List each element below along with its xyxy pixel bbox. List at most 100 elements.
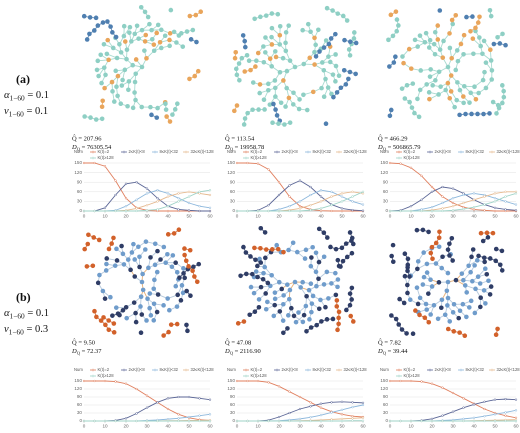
data-point	[208, 209, 212, 213]
data-point	[309, 405, 312, 408]
graph-node	[121, 262, 127, 267]
graph-node	[307, 317, 312, 322]
data-point	[472, 416, 476, 419]
graph-node	[159, 27, 164, 33]
data-point	[124, 197, 128, 200]
graph-node	[267, 56, 273, 61]
graph-node	[310, 244, 315, 250]
graph-node	[132, 257, 138, 262]
graph-node	[441, 38, 446, 44]
graph-node	[463, 111, 468, 117]
graph-node	[161, 303, 166, 308]
graph-node	[448, 89, 454, 94]
graph-node	[179, 283, 185, 288]
q-value: Q̂ = 207.96	[72, 135, 102, 142]
legend-marker	[244, 374, 248, 378]
graph-node	[348, 313, 354, 319]
graph-node	[133, 71, 139, 77]
graph-node	[263, 13, 269, 18]
graph-node	[349, 285, 355, 291]
y-axis-label: Num	[74, 367, 83, 372]
graph-node	[445, 80, 451, 86]
graph-node	[175, 292, 181, 298]
graph-node	[258, 284, 264, 290]
graph-node	[139, 27, 145, 33]
graph-node	[261, 270, 266, 276]
graph-node	[180, 44, 186, 49]
graph-node	[334, 304, 340, 309]
graph-node	[254, 58, 259, 64]
graph-node	[136, 244, 141, 250]
graph-node	[487, 256, 493, 261]
graph-node	[464, 290, 470, 295]
data-point	[351, 419, 354, 422]
graph-node	[277, 69, 283, 75]
graph-node	[431, 41, 437, 47]
graph-node	[287, 296, 292, 302]
graph-node	[353, 71, 358, 77]
graph-node	[102, 296, 108, 301]
x-tick-label: 0	[389, 424, 392, 429]
graph-node	[145, 14, 151, 20]
data-point	[187, 201, 191, 205]
x-tick-label: 30	[144, 424, 150, 429]
value-text: = 2116.90	[233, 348, 261, 355]
graph-node	[445, 303, 450, 308]
graph-node	[468, 90, 474, 96]
graph-node	[410, 81, 416, 86]
graph-node	[138, 330, 144, 335]
graph-node	[261, 97, 267, 103]
data-point	[156, 208, 159, 211]
data-point	[319, 207, 323, 210]
graph-node	[466, 263, 471, 269]
graph-node	[436, 69, 442, 75]
graph-node	[99, 80, 104, 86]
graph-node	[404, 331, 409, 336]
graph-node	[386, 37, 391, 43]
data-point	[430, 382, 434, 385]
graph-node	[422, 40, 428, 45]
graph-node	[165, 232, 171, 237]
graph-node	[500, 83, 505, 88]
graph-node	[435, 37, 441, 42]
graph-node	[490, 230, 496, 236]
data-point	[145, 394, 149, 397]
y-tick-label: 120	[380, 386, 388, 391]
graph-node	[314, 322, 319, 328]
graph-node	[283, 48, 289, 54]
graph-node	[415, 259, 421, 264]
graph-node	[482, 259, 487, 265]
graph-node	[339, 245, 345, 251]
graph-node	[335, 11, 341, 16]
data-point	[351, 415, 354, 418]
graph-node	[280, 318, 286, 323]
graph-node	[154, 115, 160, 120]
data-point	[420, 174, 423, 177]
data-point	[288, 184, 291, 187]
graph-node	[151, 301, 157, 307]
y-tick-label: 0	[232, 208, 235, 213]
y-tick-label: 150	[227, 160, 235, 165]
data-point	[514, 203, 518, 206]
data-point	[135, 209, 138, 213]
graph-node	[110, 89, 115, 94]
graph-node	[404, 83, 410, 88]
graph-node	[447, 45, 453, 51]
data-point	[135, 181, 138, 184]
y-tick-label: 150	[74, 378, 82, 383]
data-point	[409, 209, 413, 213]
graph-node	[333, 63, 339, 69]
legend-marker	[459, 368, 463, 372]
graph-node	[149, 27, 154, 33]
graph-node	[443, 87, 448, 93]
graph-node	[122, 39, 128, 44]
graph-node	[241, 122, 247, 127]
data-point	[409, 205, 413, 208]
graph-node	[178, 31, 184, 36]
y-tick-label: 120	[380, 170, 388, 175]
graph-node	[402, 273, 408, 279]
graph-node	[104, 256, 110, 261]
data-point	[198, 209, 201, 213]
x-tick-label: 10	[408, 424, 414, 429]
graph-node	[169, 264, 175, 270]
